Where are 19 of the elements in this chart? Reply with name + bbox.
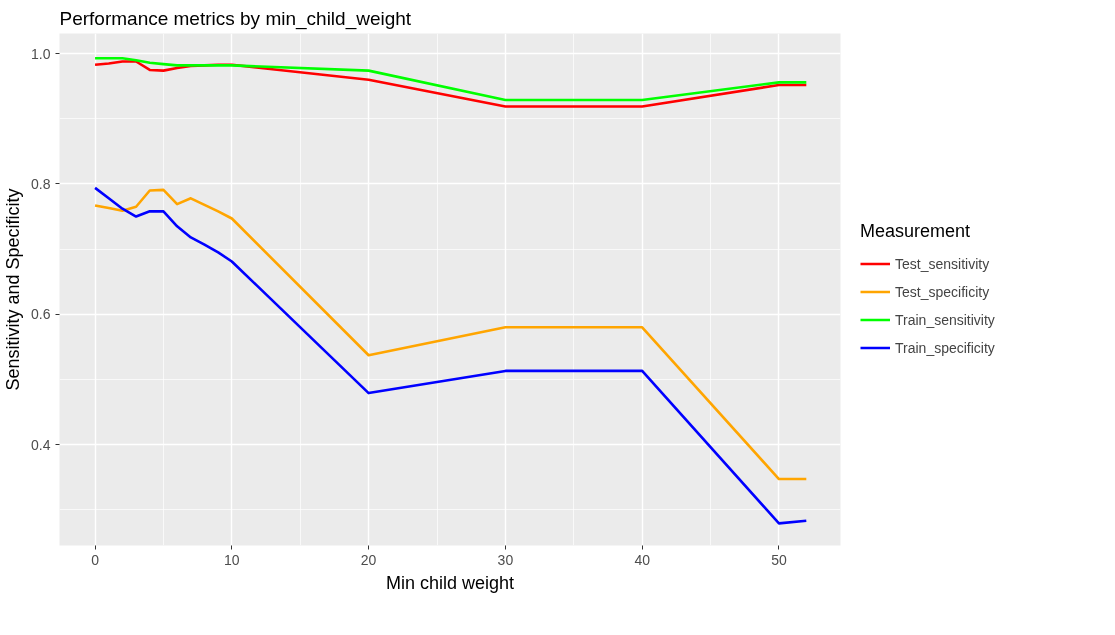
legend-label: Test_sensitivity xyxy=(895,254,990,274)
legend-label: Train_sensitivity xyxy=(895,310,995,330)
x-tick-label: 50 xyxy=(771,551,787,568)
y-tick-label: 1.0 xyxy=(31,45,51,62)
y-tick-label: 0.6 xyxy=(31,306,51,323)
x-tick-label: 0 xyxy=(91,551,100,568)
y-tick-label: 0.4 xyxy=(31,436,51,453)
chart-title: Performance metrics by min_child_weight xyxy=(59,7,412,30)
legend-label: Test_specificity xyxy=(895,282,990,302)
x-axis-title: Min child weight xyxy=(385,572,515,593)
x-tick-label: 10 xyxy=(224,551,240,568)
y-axis-title: Sensitivity and Specificity xyxy=(3,188,24,391)
x-tick-label: 20 xyxy=(360,551,377,568)
line-series xyxy=(93,56,808,102)
legend-label: Train_specificity xyxy=(895,338,995,358)
y-tick-label: 0.8 xyxy=(31,175,51,192)
x-tick-label: 30 xyxy=(497,551,514,568)
x-tick-label: 40 xyxy=(634,551,651,568)
legend-title: Measurement xyxy=(860,220,972,242)
